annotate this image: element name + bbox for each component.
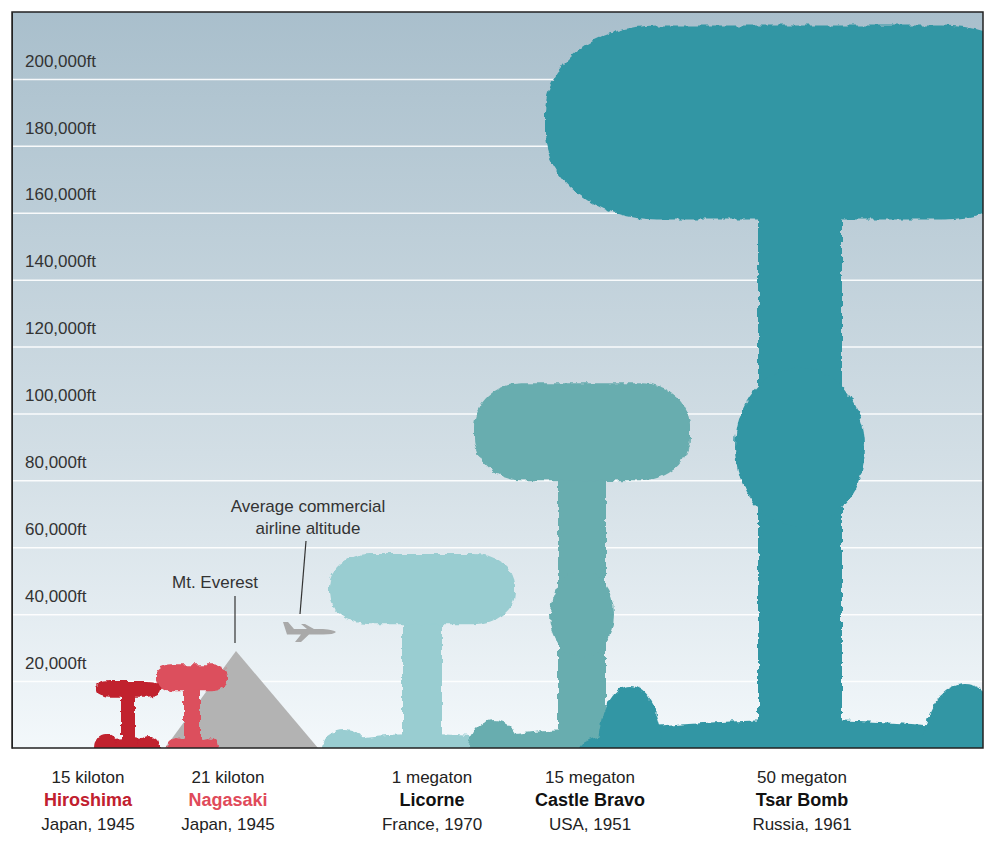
category-label: 50 megaton Tsar Bomb Russia, 1961 bbox=[752, 768, 851, 834]
cloud-stem-bulge bbox=[550, 571, 614, 657]
cloud-stem bbox=[121, 694, 135, 748]
cloud-skirt bbox=[923, 684, 983, 748]
cloud-stem-bulge bbox=[735, 367, 865, 526]
cloud-cap bbox=[156, 664, 228, 691]
location-label: Japan, 1945 bbox=[41, 815, 135, 834]
y-axis: 20,000ft 40,000ft 60,000ft 80,000ft 100,000f… bbox=[12, 13, 96, 749]
cloud-skirt bbox=[198, 738, 218, 748]
cloud-stem bbox=[402, 610, 442, 748]
leader-line bbox=[234, 596, 235, 643]
yield-label: 15 kiloton bbox=[52, 768, 125, 787]
cloud-skirt bbox=[166, 738, 186, 748]
y-tick: 100,000ft bbox=[12, 386, 96, 414]
y-tick: 60,000ft bbox=[12, 520, 87, 548]
cloud bbox=[545, 25, 983, 748]
yield-label: 50 megaton bbox=[757, 768, 847, 787]
annotation-label: Mt. Everest bbox=[172, 573, 258, 592]
y-tick: 160,000ft bbox=[12, 185, 96, 213]
y-tick-label: 160,000ft bbox=[25, 185, 96, 204]
category-label: 15 megaton Castle Bravo USA, 1951 bbox=[535, 768, 645, 834]
y-tick: 140,000ft bbox=[12, 252, 96, 280]
yield-label: 1 megaton bbox=[392, 768, 472, 787]
cloud-cap bbox=[95, 681, 161, 698]
category-name: Licorne bbox=[399, 790, 464, 810]
cloud bbox=[94, 681, 161, 748]
cloud-cap bbox=[329, 554, 515, 624]
y-tick: 20,000ft bbox=[12, 654, 87, 682]
yield-label: 15 megaton bbox=[545, 768, 635, 787]
y-tick-label: 180,000ft bbox=[25, 119, 96, 138]
y-tick-label: 140,000ft bbox=[25, 252, 96, 271]
cloud-skirt bbox=[598, 686, 662, 748]
y-tick-label: 120,000ft bbox=[25, 319, 96, 338]
location-label: Russia, 1961 bbox=[752, 815, 851, 834]
category-label: 15 kiloton Hiroshima Japan, 1945 bbox=[41, 768, 135, 834]
y-tick-label: 60,000ft bbox=[25, 520, 87, 539]
cloud bbox=[156, 664, 228, 748]
chart: 20,000ft 40,000ft 60,000ft 80,000ft 100,000f… bbox=[0, 0, 1000, 843]
leader-line bbox=[300, 541, 306, 614]
cloud bbox=[322, 554, 518, 748]
cloud-skirt bbox=[468, 720, 520, 748]
y-tick-label: 20,000ft bbox=[25, 654, 87, 673]
cloud-stem bbox=[184, 686, 200, 748]
category-name: Castle Bravo bbox=[535, 790, 645, 810]
y-tick-label: 40,000ft bbox=[25, 587, 87, 606]
cloud bbox=[468, 383, 690, 748]
yield-label: 21 kiloton bbox=[192, 768, 265, 787]
category-name: Tsar Bomb bbox=[756, 790, 849, 810]
y-tick-label: 100,000ft bbox=[25, 386, 96, 405]
cloud-cap bbox=[545, 25, 983, 219]
y-tick-label: 200,000ft bbox=[25, 52, 96, 71]
category-name: Nagasaki bbox=[188, 790, 267, 810]
y-tick: 40,000ft bbox=[12, 587, 87, 615]
category-name: Hiroshima bbox=[44, 790, 133, 810]
plot-frame bbox=[12, 12, 983, 748]
category-label: 1 megaton Licorne France, 1970 bbox=[382, 768, 482, 834]
airplane bbox=[283, 622, 336, 642]
y-tick: 180,000ft bbox=[12, 119, 96, 147]
cloud-cap bbox=[474, 383, 690, 480]
location-label: Japan, 1945 bbox=[181, 815, 275, 834]
y-tick-label: 80,000ft bbox=[25, 453, 87, 472]
y-tick: 80,000ft bbox=[12, 453, 87, 481]
plot-area bbox=[94, 25, 983, 748]
location-label: USA, 1951 bbox=[549, 815, 631, 834]
cloud-skirt bbox=[136, 736, 160, 748]
location-label: France, 1970 bbox=[382, 815, 482, 834]
category-label: 21 kiloton Nagasaki Japan, 1945 bbox=[181, 768, 275, 834]
cloud-skirt bbox=[94, 734, 118, 748]
y-tick: 200,000ft bbox=[12, 52, 96, 80]
annotation-label: Average commercial bbox=[231, 497, 386, 516]
annotation-label: airline altitude bbox=[256, 519, 361, 538]
cloud-skirt bbox=[322, 730, 366, 748]
y-tick: 120,000ft bbox=[12, 319, 96, 347]
